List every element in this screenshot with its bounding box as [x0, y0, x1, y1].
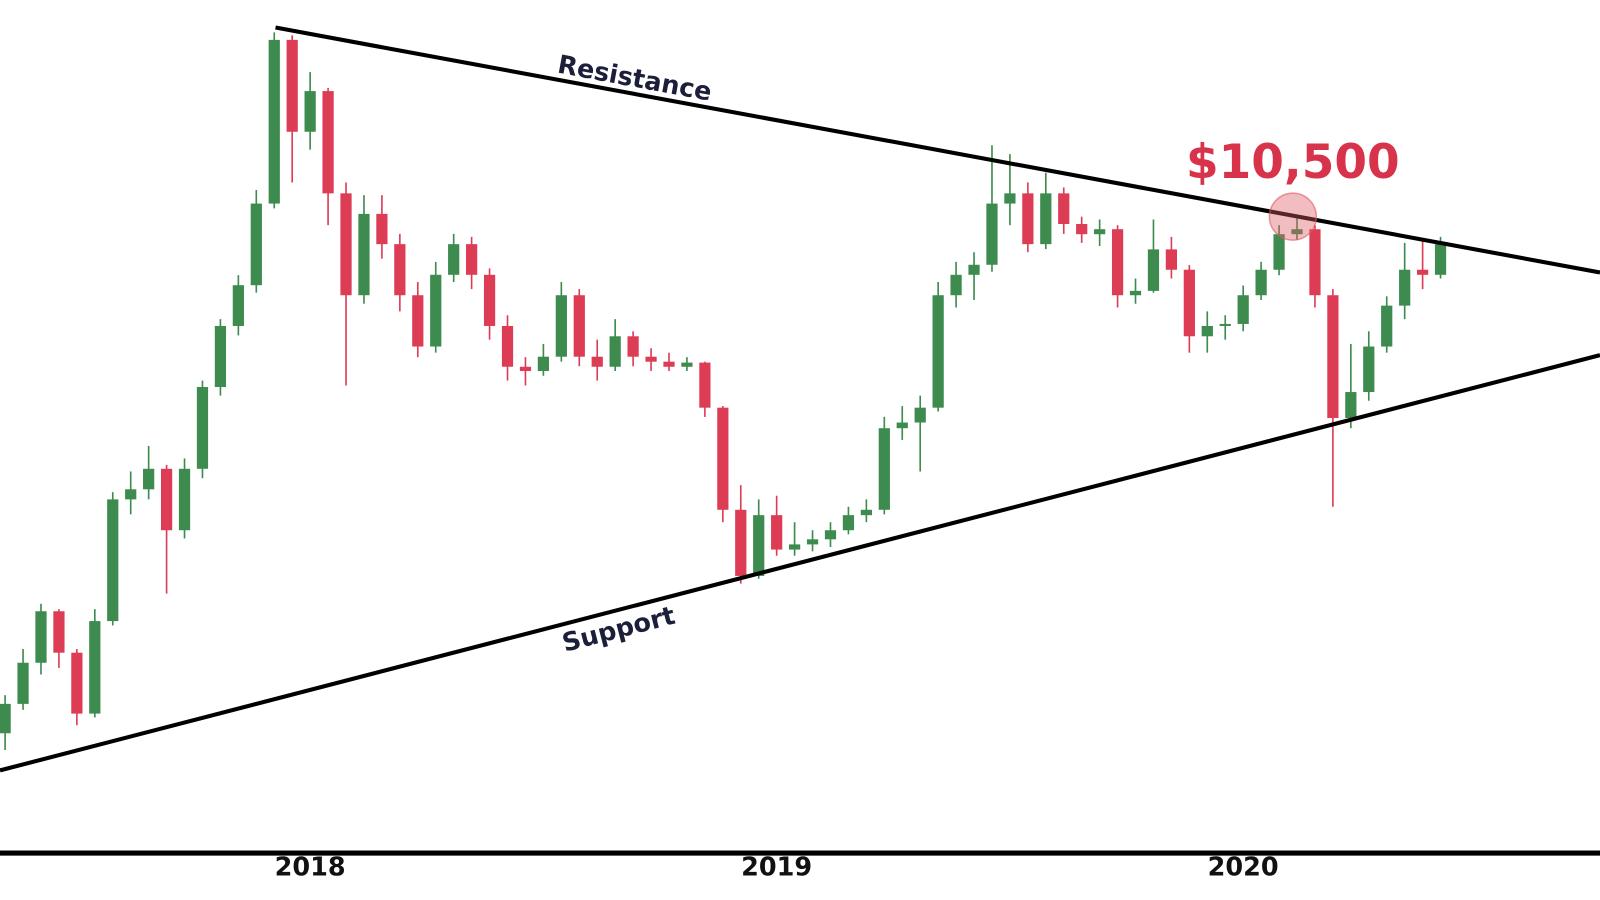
- x-tick-label: 2019: [741, 853, 812, 883]
- candle-body: [1219, 323, 1231, 326]
- candle-body: [394, 244, 406, 296]
- candle-body: [573, 295, 585, 357]
- candle-body: [160, 468, 173, 531]
- candle-body: [143, 468, 155, 490]
- candle-body: [1201, 325, 1213, 337]
- candle-body: [1381, 305, 1393, 347]
- candle-body: [1399, 269, 1411, 306]
- candle-body: [1129, 290, 1142, 296]
- candle-body: [376, 213, 388, 245]
- candle-body: [196, 387, 209, 469]
- candle-body: [1345, 392, 1357, 419]
- candle-body: [986, 203, 998, 265]
- candle-body: [681, 362, 693, 367]
- candle-body: [53, 611, 65, 653]
- candle-body: [896, 422, 908, 429]
- candle-body: [1309, 229, 1321, 296]
- candle-body: [699, 362, 711, 408]
- candle-body: [645, 356, 657, 362]
- candle-body: [806, 539, 819, 545]
- support-line: [0, 353, 1600, 773]
- candle-body: [1434, 244, 1447, 275]
- candle-body: [178, 468, 191, 531]
- candle-body: [1165, 249, 1178, 270]
- candle-body: [322, 91, 334, 194]
- candle-body: [1004, 193, 1016, 204]
- candle-body: [537, 356, 550, 371]
- candle-body: [1111, 229, 1124, 296]
- candle-body: [304, 91, 316, 132]
- x-tick-label: 2018: [275, 853, 346, 883]
- resistance-label: Resistance: [555, 50, 714, 108]
- candle-body: [268, 39, 280, 204]
- candle-body: [1076, 224, 1088, 235]
- candle-body: [125, 489, 137, 500]
- candle-body: [1040, 193, 1052, 245]
- candle-body: [89, 621, 101, 714]
- candle-body: [878, 428, 890, 510]
- candles: [0, 32, 1447, 751]
- candle-body: [1147, 249, 1160, 291]
- candle-body: [1022, 193, 1034, 245]
- candle-body: [663, 361, 675, 367]
- candle-body: [71, 652, 83, 714]
- candle-body: [842, 515, 855, 531]
- candle-body: [214, 325, 227, 388]
- candle-body: [824, 530, 837, 540]
- candle-body: [717, 407, 729, 510]
- candle-body: [735, 509, 747, 576]
- candle-body: [1291, 229, 1303, 235]
- candle-body: [968, 264, 980, 275]
- candle-body: [448, 244, 460, 275]
- candle-body: [609, 336, 621, 367]
- candle-body: [1273, 234, 1285, 270]
- candle-body: [1237, 295, 1249, 324]
- candle-body: [501, 325, 514, 367]
- candle-body: [0, 703, 11, 734]
- candle-body: [771, 515, 783, 550]
- resistance-line: [275, 25, 1600, 275]
- candle-body: [1416, 269, 1429, 275]
- candle-body: [788, 544, 801, 550]
- candle-body: [358, 213, 370, 296]
- candle-body: [519, 366, 532, 371]
- candle-body: [1183, 269, 1195, 337]
- candle-body: [35, 611, 47, 663]
- annotation-marker: [1268, 192, 1318, 241]
- candle-body: [1255, 269, 1267, 296]
- candle-body: [932, 295, 944, 408]
- candle-body: [340, 193, 352, 296]
- candle-body: [250, 203, 262, 286]
- candle-body: [860, 509, 872, 516]
- candle-body: [430, 274, 442, 347]
- candle-body: [1363, 346, 1375, 393]
- candle-body: [466, 244, 478, 275]
- price-annotation: $10,500: [1186, 135, 1400, 190]
- candle-body: [232, 285, 244, 326]
- candle-body: [950, 274, 962, 296]
- candle-body: [107, 499, 119, 622]
- candle-body: [914, 407, 926, 423]
- candle-body: [286, 39, 298, 132]
- candle-body: [627, 336, 639, 357]
- candle-body: [1094, 229, 1106, 235]
- candle-body: [753, 515, 765, 576]
- candle-body: [1058, 193, 1070, 225]
- candle-body: [1327, 295, 1339, 419]
- candle-body: [555, 295, 567, 357]
- x-tick-label: 2020: [1208, 853, 1279, 883]
- candle-body: [412, 295, 424, 347]
- candle-body: [483, 274, 496, 326]
- candle-body: [17, 662, 29, 704]
- candle-body: [591, 356, 603, 367]
